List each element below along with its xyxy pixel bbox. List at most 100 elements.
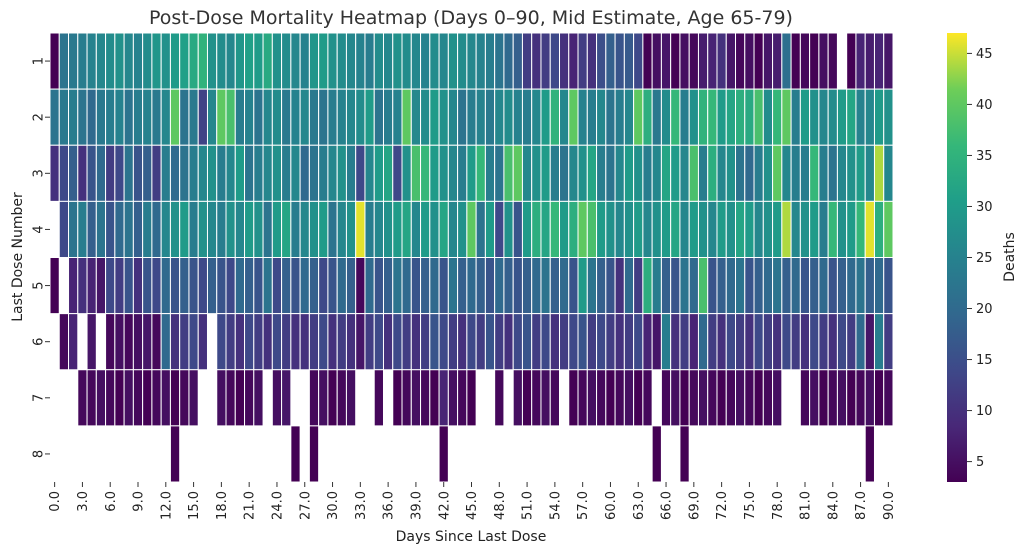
heatmap-cell (253, 88, 264, 146)
heatmap-cell (364, 32, 375, 90)
heatmap-cell (410, 88, 422, 146)
heatmap-cell (105, 313, 116, 371)
heatmap-cell (531, 88, 542, 146)
y-tick-label: 1 (32, 57, 47, 65)
heatmap-cell (373, 313, 384, 371)
heatmap-cell (86, 369, 97, 427)
heatmap-cell (466, 88, 477, 146)
heatmap-cell (642, 32, 653, 90)
heatmap-cell (336, 88, 347, 146)
heatmap-cell (429, 313, 440, 371)
heatmap-cell (531, 200, 542, 259)
heatmap-cell (596, 200, 607, 259)
heatmap-cell (401, 32, 412, 90)
heatmap-cell (596, 32, 607, 90)
heatmap-cell (549, 369, 560, 427)
heatmap-cell (623, 369, 635, 427)
heatmap-cell (475, 313, 486, 371)
heatmap-cell (438, 144, 449, 202)
heatmap-cell (262, 257, 273, 315)
heatmap-cell (521, 32, 533, 90)
heatmap-cell (873, 144, 885, 202)
heatmap-cell (503, 88, 514, 146)
heatmap-cell (716, 369, 727, 427)
heatmap-cell (494, 32, 505, 90)
y-tick-label: 7 (32, 394, 47, 402)
heatmap-cell (197, 313, 208, 371)
heatmap-cell (95, 88, 107, 146)
heatmap-cell (568, 200, 579, 259)
heatmap-cell (447, 88, 459, 146)
heatmap-cell (475, 257, 486, 315)
heatmap-cell (382, 144, 394, 202)
heatmap-cell (827, 144, 838, 202)
heatmap-cell (114, 257, 125, 315)
heatmap-cell (790, 200, 801, 259)
heatmap-cell (633, 257, 644, 315)
heatmap-cell (688, 313, 699, 371)
heatmap-cell (308, 425, 320, 483)
heatmap-cell (614, 313, 625, 371)
heatmap-cell (790, 32, 801, 90)
heatmap-cell (336, 257, 347, 315)
heatmap-cell (679, 313, 690, 371)
heatmap-cell (345, 257, 357, 315)
heatmap-cell (614, 144, 625, 202)
heatmap-cell (577, 144, 588, 202)
heatmap-cell (114, 88, 125, 146)
heatmap-cell (447, 313, 459, 371)
heatmap-cell (281, 32, 292, 90)
heatmap-cell (290, 200, 301, 259)
heatmap-cell (105, 369, 116, 427)
heatmap-cell (188, 257, 199, 315)
heatmap-cell (438, 32, 449, 90)
heatmap-cell (697, 257, 709, 315)
heatmap-cell (355, 32, 366, 90)
heatmap-cell (77, 369, 88, 427)
heatmap-cell (762, 32, 774, 90)
heatmap-cell (725, 257, 737, 315)
heatmap-cell (559, 200, 570, 259)
heatmap-cell (846, 313, 857, 371)
y-tick-label: 4 (32, 225, 47, 233)
heatmap-cell (725, 32, 737, 90)
heatmap-cell (559, 313, 570, 371)
heatmap-cell (457, 313, 468, 371)
heatmap-cell (883, 200, 894, 259)
x-tick-label: 63.0 (632, 491, 647, 520)
heatmap-cell (633, 200, 644, 259)
heatmap-cell (707, 313, 718, 371)
heatmap-cell (809, 200, 820, 259)
heatmap-cell (679, 200, 690, 259)
heatmap-cell (179, 257, 190, 315)
heatmap-cell (410, 144, 422, 202)
heatmap-cell (799, 144, 811, 202)
heatmap-cell (503, 32, 514, 90)
heatmap-cell (614, 200, 625, 259)
heatmap-cell (271, 88, 283, 146)
heatmap-cell (484, 257, 496, 315)
heatmap-cell (846, 32, 857, 90)
heatmap-cell (327, 32, 338, 90)
heatmap-cell (605, 32, 616, 90)
heatmap-cell (105, 32, 116, 90)
heatmap-cell (318, 144, 329, 202)
heatmap-cell (382, 32, 394, 90)
heatmap-cell (586, 144, 598, 202)
x-tick-label: 45.0 (465, 491, 480, 520)
heatmap-cell (725, 369, 737, 427)
heatmap-cell (179, 369, 190, 427)
heatmap-cell (457, 257, 468, 315)
heatmap-cell (123, 32, 134, 90)
heatmap-cell (772, 200, 783, 259)
heatmap-cell (225, 369, 236, 427)
heatmap-cell (586, 88, 598, 146)
heatmap-cell (401, 257, 412, 315)
heatmap-cell (49, 88, 60, 146)
heatmap-cell (586, 257, 598, 315)
heatmap-cell (725, 313, 737, 371)
heatmap-cell (864, 369, 875, 427)
heatmap-cell (846, 257, 857, 315)
heatmap-cell (253, 257, 264, 315)
